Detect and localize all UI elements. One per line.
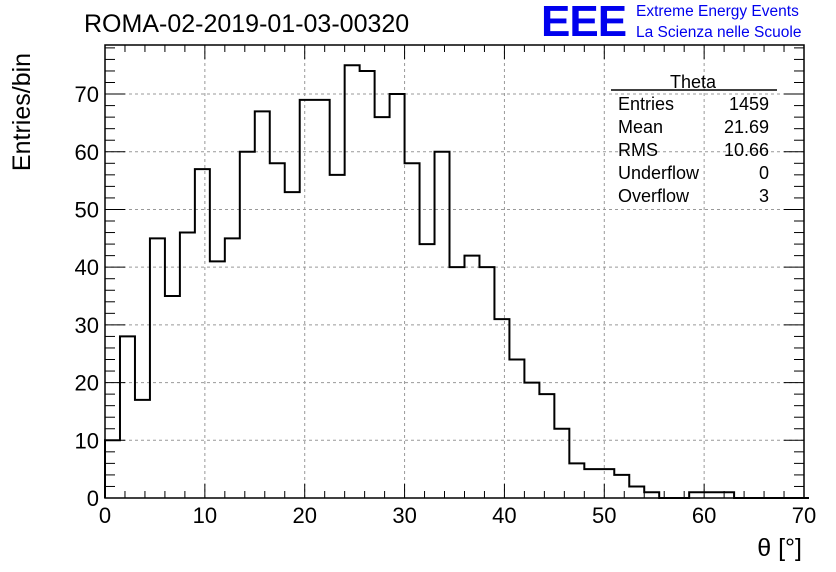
y-tick-labels: 0 10 20 30 40 50 60 70 — [75, 82, 99, 511]
stats-entries-value: 1459 — [729, 94, 769, 114]
y-tick-label: 10 — [75, 428, 99, 453]
x-tick-label: 40 — [492, 503, 516, 528]
y-tick-label: 40 — [75, 255, 99, 280]
histogram-outline — [104, 64, 809, 499]
histogram-bin — [345, 65, 360, 498]
histogram-bin — [285, 192, 300, 498]
histogram-bin — [614, 475, 629, 498]
y-tick-label: 50 — [75, 197, 99, 222]
y-tick-label: 60 — [75, 140, 99, 165]
y-axis-title: Entries/bin — [8, 53, 36, 171]
plot-frame — [104, 44, 805, 499]
x-tick-label: 0 — [99, 503, 111, 528]
histogram-bin — [210, 261, 225, 498]
histogram-bin — [150, 238, 165, 498]
x-tick-label: 30 — [392, 503, 416, 528]
chart-title: ROMA-02-2019-01-03-00320 — [84, 10, 410, 38]
histogram-bin — [450, 267, 465, 498]
histogram — [104, 64, 809, 499]
x-tick-label: 10 — [193, 503, 217, 528]
histogram-bin — [120, 336, 135, 498]
stats-entries-label: Entries — [618, 94, 674, 114]
histogram-bin — [135, 400, 150, 498]
histogram-bin — [405, 163, 420, 498]
stats-mean-value: 21.69 — [724, 117, 769, 137]
histogram-bin — [165, 296, 180, 498]
x-tick-labels: 0 10 20 30 40 50 60 70 — [99, 503, 816, 528]
x-tick-label: 60 — [692, 503, 716, 528]
histogram-bin — [225, 238, 240, 498]
y-tick-label: 30 — [75, 313, 99, 338]
histogram-bin — [569, 463, 584, 498]
stats-box-header: Theta — [670, 72, 717, 92]
axis-ticks — [104, 45, 805, 499]
histogram-bin — [270, 163, 285, 498]
x-axis-title: θ [°] — [757, 534, 802, 562]
histogram-bin — [180, 233, 195, 498]
stats-box: Theta Entries 1459 Mean 21.69 RMS 10.66 … — [611, 72, 777, 206]
x-tick-label: 70 — [792, 503, 816, 528]
histogram-bin — [420, 244, 435, 498]
x-tick-label: 20 — [292, 503, 316, 528]
histogram-bin — [509, 360, 524, 498]
histogram-bin — [315, 100, 330, 498]
grid-lines — [105, 45, 804, 498]
y-tick-label: 0 — [87, 486, 99, 511]
y-tick-label: 20 — [75, 371, 99, 396]
histogram-bin — [195, 169, 210, 498]
histogram-bin — [300, 100, 315, 498]
logo-line-1: Extreme Energy Events — [636, 3, 799, 20]
histogram-bin — [479, 267, 494, 498]
histogram-bin — [360, 71, 375, 498]
stats-mean-label: Mean — [618, 117, 663, 137]
histogram-bin — [390, 94, 405, 498]
logo-line-2: La Scienza nelle Scuole — [636, 24, 802, 41]
histogram-bin — [629, 486, 644, 498]
stats-overflow-label: Overflow — [618, 186, 690, 206]
y-tick-label: 70 — [75, 82, 99, 107]
histogram-bin — [539, 394, 554, 498]
histogram-bin — [554, 429, 569, 498]
stats-rms-label: RMS — [618, 140, 658, 160]
eee-logo: EEE — [541, 0, 627, 46]
stats-underflow-label: Underflow — [618, 163, 700, 183]
histogram-bin — [240, 152, 255, 498]
histogram-bin — [494, 319, 509, 498]
stats-overflow-value: 3 — [759, 186, 769, 206]
histogram-bin — [584, 469, 599, 498]
stats-rms-value: 10.66 — [724, 140, 769, 160]
x-tick-label: 50 — [592, 503, 616, 528]
histogram-bin — [105, 440, 120, 498]
histogram-bin — [330, 175, 345, 498]
histogram-bin — [599, 469, 614, 498]
stats-underflow-value: 0 — [759, 163, 769, 183]
histogram-bin — [464, 256, 479, 498]
histogram-bin — [375, 117, 390, 498]
